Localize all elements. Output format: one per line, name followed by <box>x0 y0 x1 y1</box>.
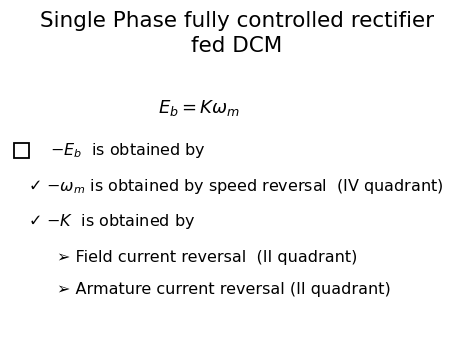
Text: $E_b = K\omega_m$: $E_b = K\omega_m$ <box>158 98 240 118</box>
Bar <box>14 143 29 158</box>
Text: ✓ $-\omega_m$ is obtained by speed reversal  (IV quadrant): ✓ $-\omega_m$ is obtained by speed rever… <box>28 177 444 196</box>
Text: $-E_b$  is obtained by: $-E_b$ is obtained by <box>50 141 206 160</box>
Text: ➢ Armature current reversal (II quadrant): ➢ Armature current reversal (II quadrant… <box>57 282 391 297</box>
Text: ✓ $-K$  is obtained by: ✓ $-K$ is obtained by <box>28 212 196 231</box>
Text: ➢ Field current reversal  (II quadrant): ➢ Field current reversal (II quadrant) <box>57 250 357 265</box>
Text: Single Phase fully controlled rectifier
fed DCM: Single Phase fully controlled rectifier … <box>40 11 434 56</box>
